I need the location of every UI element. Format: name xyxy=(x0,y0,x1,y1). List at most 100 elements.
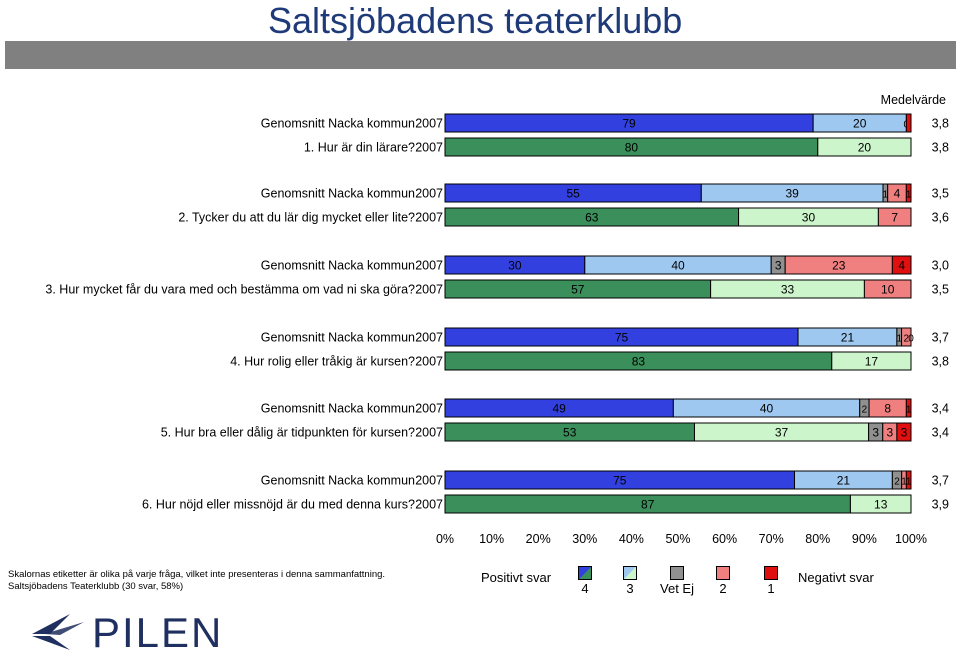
bar-value-label: 57 xyxy=(571,283,585,297)
row-label: 5. Hur bra eller dålig är tidpunkten för… xyxy=(161,426,415,440)
row-year: 2007 xyxy=(415,426,443,440)
bar-value-label: 10 xyxy=(881,283,895,297)
row-label: Genomsnitt Nacka kommun xyxy=(261,187,415,201)
row-mean: 3,4 xyxy=(932,426,949,440)
bar-segment xyxy=(896,422,912,442)
bar-segment xyxy=(877,207,912,227)
x-tick-label: 0% xyxy=(436,532,454,546)
footnote: Skalornas etiketter är olika på varje fr… xyxy=(8,569,385,593)
row-year: 2007 xyxy=(415,211,443,225)
legend-negative-label: Negativt svar xyxy=(798,570,874,585)
row-mean: 3,7 xyxy=(932,474,949,488)
bar-value-label: 75 xyxy=(615,331,629,345)
x-tick-label: 60% xyxy=(712,532,737,546)
footnote-line-2: Saltsjöbadens Teaterklubb (30 svar, 58%) xyxy=(8,581,184,592)
row-year: 2007 xyxy=(415,117,443,131)
bar-value-label: 3 xyxy=(886,426,893,440)
footnote-line-1: Skalornas etiketter är olika på varje fr… xyxy=(8,569,386,580)
bar-segment xyxy=(905,470,912,490)
row-mean: 3,5 xyxy=(932,187,949,201)
row-year: 2007 xyxy=(415,498,443,512)
row-year: 2007 xyxy=(415,283,443,297)
bar-value-label: 7 xyxy=(891,211,898,225)
bar-value-label: 40 xyxy=(760,402,774,416)
bar-segment xyxy=(901,327,912,347)
legend-swatch xyxy=(623,566,637,580)
bar-value-label: 21 xyxy=(837,474,851,488)
row-year: 2007 xyxy=(415,402,443,416)
x-tick-label: 30% xyxy=(572,532,597,546)
bar-value-label: 37 xyxy=(775,426,789,440)
bar-value-label: 4 xyxy=(894,187,901,201)
bar-value-label: 55 xyxy=(566,187,580,201)
legend-positive-label: Positivt svar xyxy=(481,570,552,585)
bar-value-label: 3 xyxy=(775,259,782,273)
bar-value-label: 1 xyxy=(883,190,889,201)
bar-value-label: 3 xyxy=(901,426,908,440)
pilen-logo-icon xyxy=(32,614,84,650)
bar-value-label: 4 xyxy=(898,259,905,273)
bar-value-label: 17 xyxy=(865,355,879,369)
x-tick-label: 90% xyxy=(852,532,877,546)
bar-segment xyxy=(891,255,912,275)
legend-swatch xyxy=(670,566,684,580)
bar-value-label: 3 xyxy=(872,426,879,440)
bar-value-label: 30 xyxy=(802,211,816,225)
bar-value-label: 80 xyxy=(625,141,639,155)
bar-value-label: 75 xyxy=(613,474,627,488)
bar-value-label: 13 xyxy=(874,498,888,512)
bar-value-label: 1 xyxy=(906,477,912,488)
row-mean: 3,5 xyxy=(932,283,949,297)
x-tick-label: 10% xyxy=(479,532,504,546)
bar-value-label: 63 xyxy=(585,211,599,225)
bar-segment xyxy=(863,279,912,299)
bar-segment xyxy=(905,183,912,203)
medelvarde-header: Medelvärde xyxy=(881,93,946,107)
bar-value-label: 40 xyxy=(671,259,685,273)
row-label: 6. Hur nöjd eller missnöjd är du med den… xyxy=(142,498,415,512)
row-label: Genomsnitt Nacka kommun xyxy=(261,402,415,416)
row-label: 4. Hur rolig eller tråkig är kursen? xyxy=(230,355,415,369)
row-year: 2007 xyxy=(415,474,443,488)
bar-value-label: 0 xyxy=(908,334,914,345)
x-tick-label: 50% xyxy=(665,532,690,546)
bar-segment xyxy=(905,398,912,418)
row-label: 3. Hur mycket får du vara med och bestäm… xyxy=(45,283,415,297)
row-mean: 3,0 xyxy=(932,259,949,273)
bar-value-label: 21 xyxy=(841,331,855,345)
bar-value-label: 2 xyxy=(862,405,868,416)
row-mean: 3,8 xyxy=(932,117,949,131)
bar-segment xyxy=(831,351,912,371)
x-tick-label: 40% xyxy=(619,532,644,546)
row-mean: 3,6 xyxy=(932,211,949,225)
bar-value-label: 49 xyxy=(552,402,566,416)
row-mean: 3,9 xyxy=(932,498,949,512)
row-year: 2007 xyxy=(415,331,443,345)
bar-value-label: 53 xyxy=(563,426,577,440)
legend-item-label: 4 xyxy=(581,581,589,596)
row-mean: 3,4 xyxy=(932,402,949,416)
x-tick-label: 100% xyxy=(895,532,927,546)
bar-value-label: 1 xyxy=(906,190,912,201)
page-title: Saltsjöbadens teaterklubb xyxy=(268,0,683,41)
pilen-logo-text: PILEN xyxy=(92,609,224,656)
bar-value-label: 20 xyxy=(853,117,867,131)
legend-item-label: 1 xyxy=(767,581,775,596)
bar-value-label: 1 xyxy=(901,477,907,488)
bar-value-label: 83 xyxy=(632,355,646,369)
bar-value-label: 2 xyxy=(894,477,900,488)
legend-swatch xyxy=(764,566,778,580)
row-year: 2007 xyxy=(415,141,443,155)
bar-value-label: 39 xyxy=(785,187,799,201)
row-mean: 3,8 xyxy=(932,141,949,155)
legend-item-label: 2 xyxy=(719,581,727,596)
row-mean: 3,8 xyxy=(932,355,949,369)
legend-swatch xyxy=(716,566,730,580)
bar-segment xyxy=(849,494,912,514)
title-bar xyxy=(5,41,956,69)
row-label: Genomsnitt Nacka kommun xyxy=(261,474,415,488)
legend-swatch xyxy=(578,566,592,580)
row-year: 2007 xyxy=(415,187,443,201)
row-label: 1. Hur är din lärare? xyxy=(304,141,415,155)
